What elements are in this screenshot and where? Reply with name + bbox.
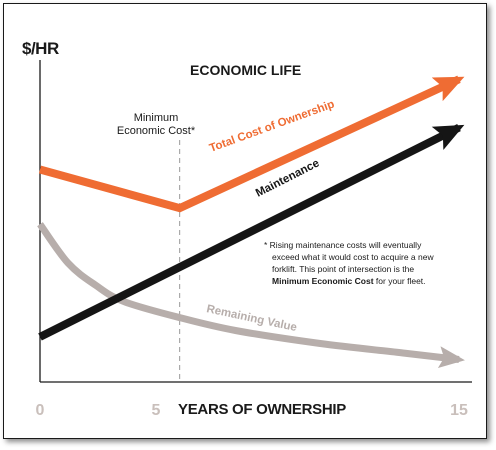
note-line-1: * Rising maintenance costs will eventual… — [264, 240, 422, 250]
note-line-4: Minimum Economic Cost for your fleet. — [272, 276, 426, 286]
y-axis-label: $/HR — [22, 39, 59, 58]
series-total-cost-of-ownership-line — [40, 79, 459, 208]
note-line-4-strong: Minimum Economic Cost — [272, 276, 374, 286]
x-axis-label: YEARS OF OWNERSHIP — [178, 401, 346, 418]
series-maintenance-line — [40, 128, 459, 337]
minimum-label-line2: Economic Cost* — [117, 125, 196, 137]
x-tick-label-5: 5 — [152, 402, 161, 419]
minimum-label-line1: Minimum — [134, 112, 179, 124]
note-line-3: forklift. This point of intersection is … — [272, 264, 414, 274]
chart-title: ECONOMIC LIFE — [190, 62, 301, 78]
note-line-4-rest: for your fleet. — [374, 276, 426, 286]
x-tick-label-0: 0 — [36, 402, 45, 419]
series-label-maintenance: Maintenance — [254, 157, 322, 199]
note-line-2: exceed what it would cost to acquire a n… — [272, 252, 434, 262]
x-tick-label-15: 15 — [450, 402, 468, 419]
